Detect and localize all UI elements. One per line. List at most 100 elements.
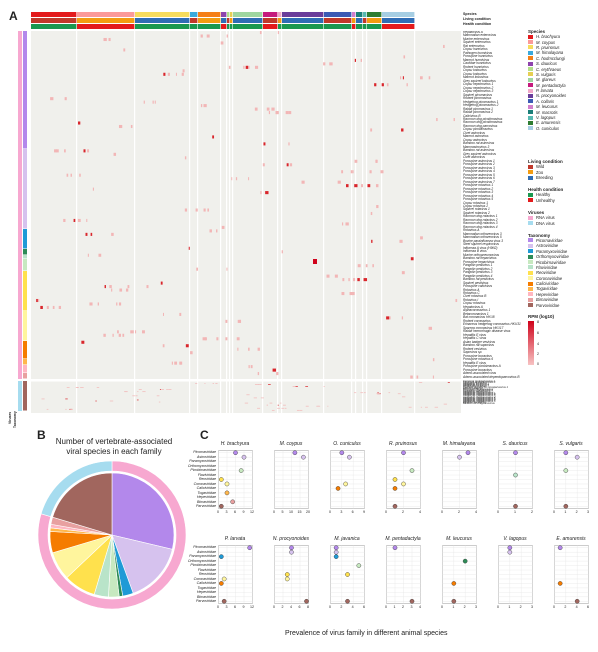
heatmap-hit-cell [158, 401, 161, 403]
heatmap-hit-cell [400, 76, 402, 80]
heatmap-hit-cell [220, 41, 224, 45]
dotplot-family-label: Picornaviridae [193, 545, 216, 550]
heatmap-row-label: Bamboo rat astrovirus [463, 141, 495, 146]
dotplot-family-label: Picornaviridae [193, 450, 216, 455]
living-legend-label: Breeding [536, 175, 553, 180]
heatmap-hit-cell [179, 361, 181, 365]
dotplot-panel-title: M. himalayana [442, 441, 476, 447]
dotplot-tick-label: 15 [297, 510, 302, 514]
health-track-block [198, 24, 221, 29]
heatmap-row-label: Marmot kobuvirus [463, 75, 489, 80]
species-legend-label: H. brachyura [536, 34, 560, 40]
heatmap-row-label: Bat coronavirus HKU8 [463, 315, 495, 320]
heatmap-hit-cell [276, 372, 279, 376]
heatmap-hit-cell [163, 72, 166, 76]
heatmap-hit-cell [323, 62, 326, 66]
heatmap-row-label: Hepatitis C virus [463, 336, 487, 341]
living-track-block [230, 18, 233, 23]
heatmap-hit-cell [381, 83, 384, 87]
species-track-block [77, 12, 135, 17]
heatmap-hit-cell [268, 384, 271, 385]
heatmap-hit-cell [254, 107, 258, 111]
species-legend-swatch [528, 83, 533, 88]
living-legend-label: Zoo [536, 169, 544, 175]
heatmap-row-label: Porcupine rotavirus 6 [463, 357, 494, 362]
taxonomy-legend-label: Astroviridae [536, 243, 559, 249]
species-track-block [190, 12, 198, 17]
heatmap-hit-cell [125, 288, 129, 292]
heatmap-hit-cell [130, 124, 133, 129]
heatmap-hit-cell [361, 184, 363, 188]
dotplot-family-label: Caliciviridae [196, 486, 216, 491]
taxonomy-legend-swatch [528, 292, 533, 297]
dotplot-point [224, 481, 230, 487]
heatmap-row-label: Hedgehog bocavirus 2 [463, 383, 489, 387]
taxonomy-legend-swatch [528, 303, 533, 308]
heatmap-hit-cell [370, 211, 373, 216]
heatmap-hit-cell [204, 383, 206, 384]
heatmap-hit-cell [259, 31, 262, 35]
heatmap-hit-cell [97, 302, 100, 306]
dotplot-tick-label: 5 [281, 510, 284, 514]
taxonomy-legend-swatch [528, 265, 533, 270]
heatmap-hit-cell [118, 302, 122, 306]
heatmap-row-label: Hedgehog chapparvovirus 3 [463, 394, 496, 398]
species-legend-item: S. vulgaris [528, 72, 596, 77]
dotplot-panel [442, 450, 477, 509]
heatmap-hit-cell [434, 406, 439, 408]
heatmap-row-label: Pangolin pestivirus 3 [463, 270, 493, 275]
dotplot-tick-label: 4 [475, 510, 477, 514]
side-label-viruses: Viruses [8, 411, 12, 424]
dotplot-point [233, 450, 238, 456]
taxonomy-legend-item: Hepeviridae [528, 292, 596, 297]
taxonomy-legend-swatch [528, 260, 533, 265]
heatmap-row-label: Rotavirus C [463, 291, 480, 295]
dotplot-tick-label: 2 [281, 605, 284, 609]
heatmap-column-separator [414, 31, 416, 413]
health-track-block [227, 24, 230, 29]
species-legend-item: R. pruinosus [528, 45, 596, 50]
dotplot-point [401, 481, 406, 487]
heatmap-hit-cell [125, 391, 128, 393]
living-track-block [135, 18, 190, 23]
dotplot-tick-label: 0 [329, 510, 331, 514]
taxonomy-legend-label: Orthomyxoviridae [536, 254, 569, 260]
species-track-block [352, 12, 356, 17]
heatmap-hit-cell [36, 298, 38, 303]
living-legend-swatch [528, 175, 533, 180]
heatmap-hit-cell [360, 58, 363, 62]
heatmap-hit-cell [92, 187, 94, 191]
heatmap-hit-cell [127, 285, 130, 289]
dotplot-family-label: Reoviridae [198, 477, 216, 482]
heatmap-hit-cell [375, 184, 379, 188]
heatmap-row-label: Rotavirus A [463, 228, 480, 233]
heatmap-hit-cell [271, 107, 275, 111]
heatmap-hit-cell [95, 400, 97, 402]
dotplot-tick-label: 3 [340, 510, 343, 514]
heatmap-row-label: Influenza B virus [463, 249, 487, 254]
rpm-tick-0: 8 [537, 319, 539, 324]
taxonomy-bar-segment [23, 259, 27, 271]
dotplot-tick-label: 2 [575, 510, 578, 514]
viruses-legend-label: DNA virus [536, 220, 555, 226]
heatmap-hit-cell [138, 389, 142, 390]
heatmap-hit-cell [374, 83, 377, 87]
species-legend-swatch [528, 61, 533, 66]
dotplot-family-label: Reoviridae [198, 572, 216, 577]
species-legend-label: C. erythraeus [536, 66, 562, 72]
species-legend-label: O. cuniculus [536, 125, 560, 131]
heatmap-hit-cell [98, 253, 102, 257]
heatmap-row-label: Hedgehog chapparvovirus 7 [463, 398, 496, 402]
heatmap-row-separator [31, 379, 461, 382]
dotplot-panel-title: P. larvata [224, 536, 246, 542]
health-track-block [31, 24, 77, 29]
heatmap-row-label: Porcupine astrovirus 5 [463, 172, 495, 177]
species-legend-swatch [528, 104, 533, 109]
heatmap-hit-cell [281, 407, 285, 409]
dotplot-tick-label: 2 [402, 510, 404, 514]
heatmap-hit-cell [159, 389, 162, 390]
dotplot-point [284, 572, 290, 577]
track-label-species: Species [463, 12, 477, 16]
heatmap-hit-cell [329, 62, 333, 66]
heatmap-hit-cell [268, 111, 271, 115]
